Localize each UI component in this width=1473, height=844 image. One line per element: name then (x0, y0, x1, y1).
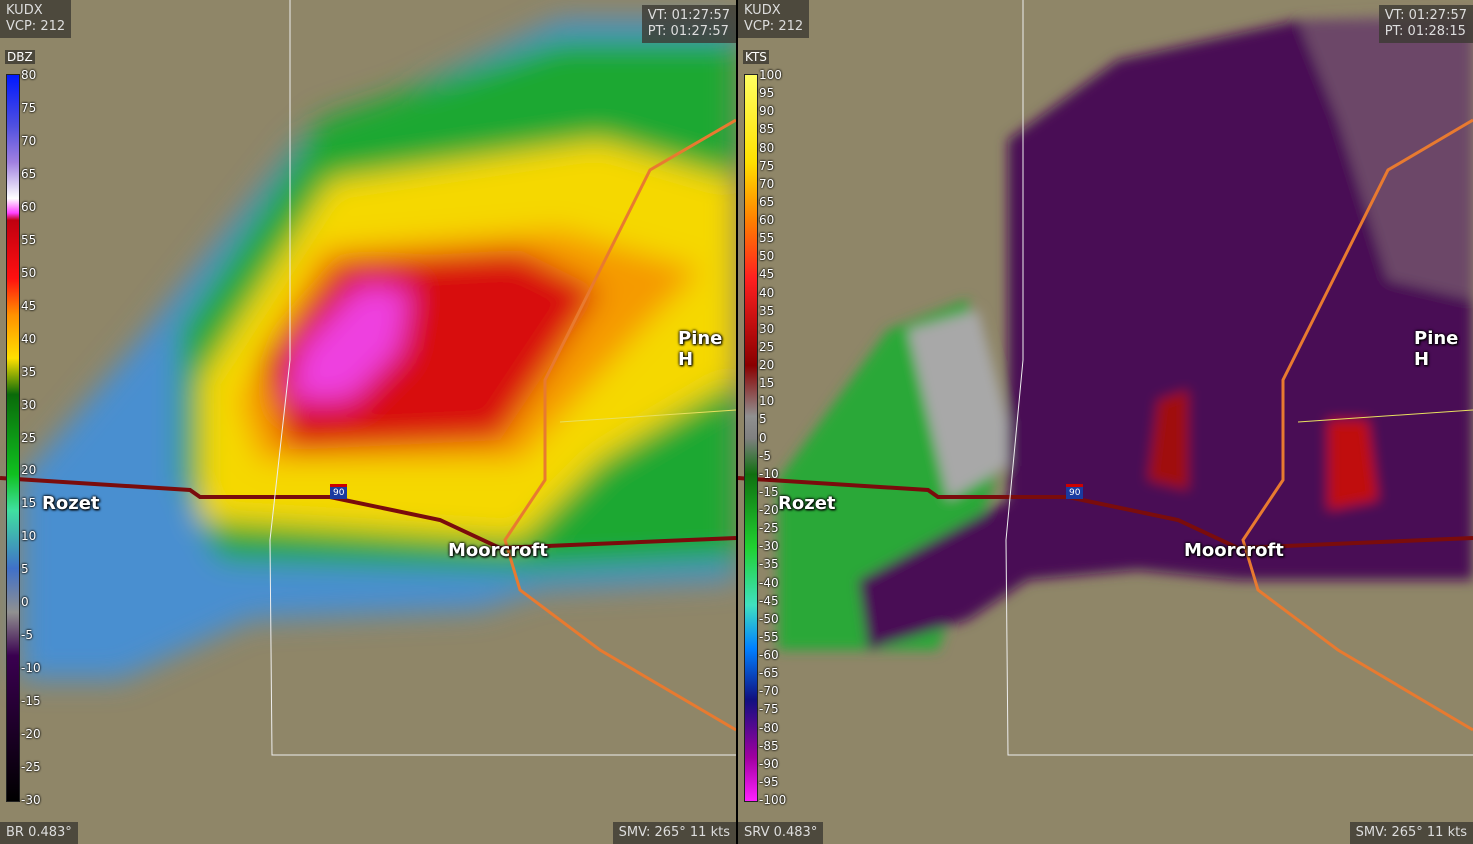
colorbar-tick: -80 (759, 720, 779, 735)
colorbar-tick: -20 (21, 727, 41, 742)
colorbar-tick: -20 (759, 503, 779, 517)
colorbar-tick: 5 (21, 562, 29, 577)
colorbar-tick: 75 (21, 100, 37, 115)
storm-motion-label: SMV: 265° 11 kts (612, 822, 736, 844)
colorbar-tick: 0 (21, 595, 29, 610)
city-pine-haven: Pine H (1414, 328, 1459, 370)
colorbar-tick: 55 (21, 232, 37, 247)
colorbar-tick: 5 (759, 412, 767, 427)
velocity-colorbar (744, 74, 758, 802)
colorbar-tick: 40 (759, 285, 775, 300)
product-time: PT: 01:27:57 (647, 24, 729, 39)
colorbar-tick: 55 (759, 231, 775, 246)
colorbar-tick: -30 (21, 793, 41, 807)
colorbar-tick: -5 (759, 448, 771, 463)
colorbar-tick: 25 (759, 339, 775, 354)
city-rozet: Rozet (778, 493, 836, 514)
colorbar-tick: -10 (21, 661, 41, 676)
unit-label: KTS (743, 50, 769, 64)
colorbar-tick: -85 (759, 738, 779, 753)
station-id: KUDX (744, 3, 781, 18)
station-id: KUDX (6, 3, 43, 18)
colorbar-tick: 25 (21, 430, 37, 445)
colorbar-tick: -75 (759, 702, 779, 717)
velocity-map (738, 0, 1473, 756)
vcp-label: VCP: 212 (6, 19, 66, 34)
colorbar-tick: 15 (21, 496, 37, 511)
colorbar-tick: 50 (759, 249, 775, 264)
colorbar-tick: -25 (759, 521, 779, 536)
colorbar-tick: 95 (759, 86, 775, 101)
colorbar-tick: 80 (21, 68, 37, 82)
colorbar-tick: 45 (21, 298, 37, 313)
colorbar-tick: -10 (759, 466, 779, 481)
product-time: PT: 01:28:15 (1384, 24, 1466, 39)
colorbar-tick: 70 (759, 176, 775, 191)
colorbar-tick: -15 (21, 694, 41, 709)
city-moorcroft: Moorcroft (448, 540, 548, 561)
station-info: KUDX VCP: 212 (738, 0, 810, 38)
colorbar-tick: -5 (21, 628, 33, 643)
colorbar-tick: 50 (21, 265, 37, 280)
unit-label: DBZ (5, 50, 35, 64)
colorbar-tick: -60 (759, 648, 779, 662)
product-label: BR 0.483° (0, 822, 78, 844)
colorbar-tick: 90 (759, 104, 775, 119)
velocity-pane[interactable]: KUDX VCP: 212 VT: 01:27:57 PT: 01:28:15 KT… (738, 0, 1473, 844)
vcp-label: VCP: 212 (744, 19, 804, 34)
colorbar-tick: 10 (759, 394, 775, 409)
colorbar-tick: 85 (759, 122, 775, 137)
city-moorcroft: Moorcroft (1184, 540, 1284, 561)
city-pine-haven: Pine H (678, 328, 723, 370)
colorbar-tick: -25 (21, 760, 41, 775)
colorbar-tick: -90 (759, 756, 779, 771)
colorbar-tick: 30 (759, 321, 775, 336)
interstate-shield: 90 (330, 484, 348, 499)
city-rozet: Rozet (42, 493, 100, 514)
colorbar-tick: 80 (759, 140, 775, 155)
colorbar-tick: 20 (759, 358, 775, 372)
colorbar-tick: 35 (759, 303, 775, 318)
colorbar-tick: 20 (21, 463, 37, 478)
colorbar-tick: 45 (759, 267, 775, 282)
colorbar-tick: -35 (759, 557, 779, 572)
colorbar-tick: 70 (21, 133, 37, 148)
colorbar-tick: 60 (759, 213, 775, 227)
colorbar-tick: 0 (759, 430, 767, 445)
valid-time: VT: 01:27:57 (647, 8, 730, 23)
colorbar-tick: 65 (21, 166, 37, 181)
colorbar-tick: -95 (759, 774, 779, 789)
reflectivity-pane[interactable]: KUDX VCP: 212 VT: 01:27:57 PT: 01:27:57 DB… (0, 0, 736, 844)
interstate-shield: 90 (1066, 484, 1084, 499)
colorbar-tick: -70 (759, 684, 779, 699)
colorbar-tick: -55 (759, 629, 779, 644)
colorbar-tick: -65 (759, 666, 779, 681)
station-info: KUDX VCP: 212 (0, 0, 72, 38)
colorbar-tick: 65 (759, 194, 775, 209)
time-info: VT: 01:27:57 PT: 01:28:15 (1378, 5, 1473, 43)
colorbar-tick: 30 (21, 397, 37, 412)
colorbar-tick: 40 (21, 331, 37, 346)
storm-motion-label: SMV: 265° 11 kts (1349, 822, 1473, 844)
colorbar-tick: -50 (759, 611, 779, 626)
colorbar-tick: 35 (21, 364, 37, 379)
colorbar-tick: 10 (21, 529, 37, 544)
colorbar-tick: 60 (21, 199, 37, 214)
colorbar-tick: 75 (759, 158, 775, 173)
colorbar-tick: -45 (759, 593, 779, 608)
colorbar-tick: -15 (759, 484, 779, 499)
colorbar-tick: 15 (759, 376, 775, 391)
colorbar-tick: -40 (759, 575, 779, 590)
reflectivity-map (0, 0, 736, 756)
time-info: VT: 01:27:57 PT: 01:27:57 (641, 5, 736, 43)
colorbar-tick: -30 (759, 539, 779, 554)
colorbar-tick: 100 (759, 68, 782, 82)
valid-time: VT: 01:27:57 (1384, 8, 1467, 23)
colorbar-tick: -100 (759, 793, 787, 807)
dbz-colorbar (6, 74, 20, 802)
product-label: SRV 0.483° (738, 822, 824, 844)
